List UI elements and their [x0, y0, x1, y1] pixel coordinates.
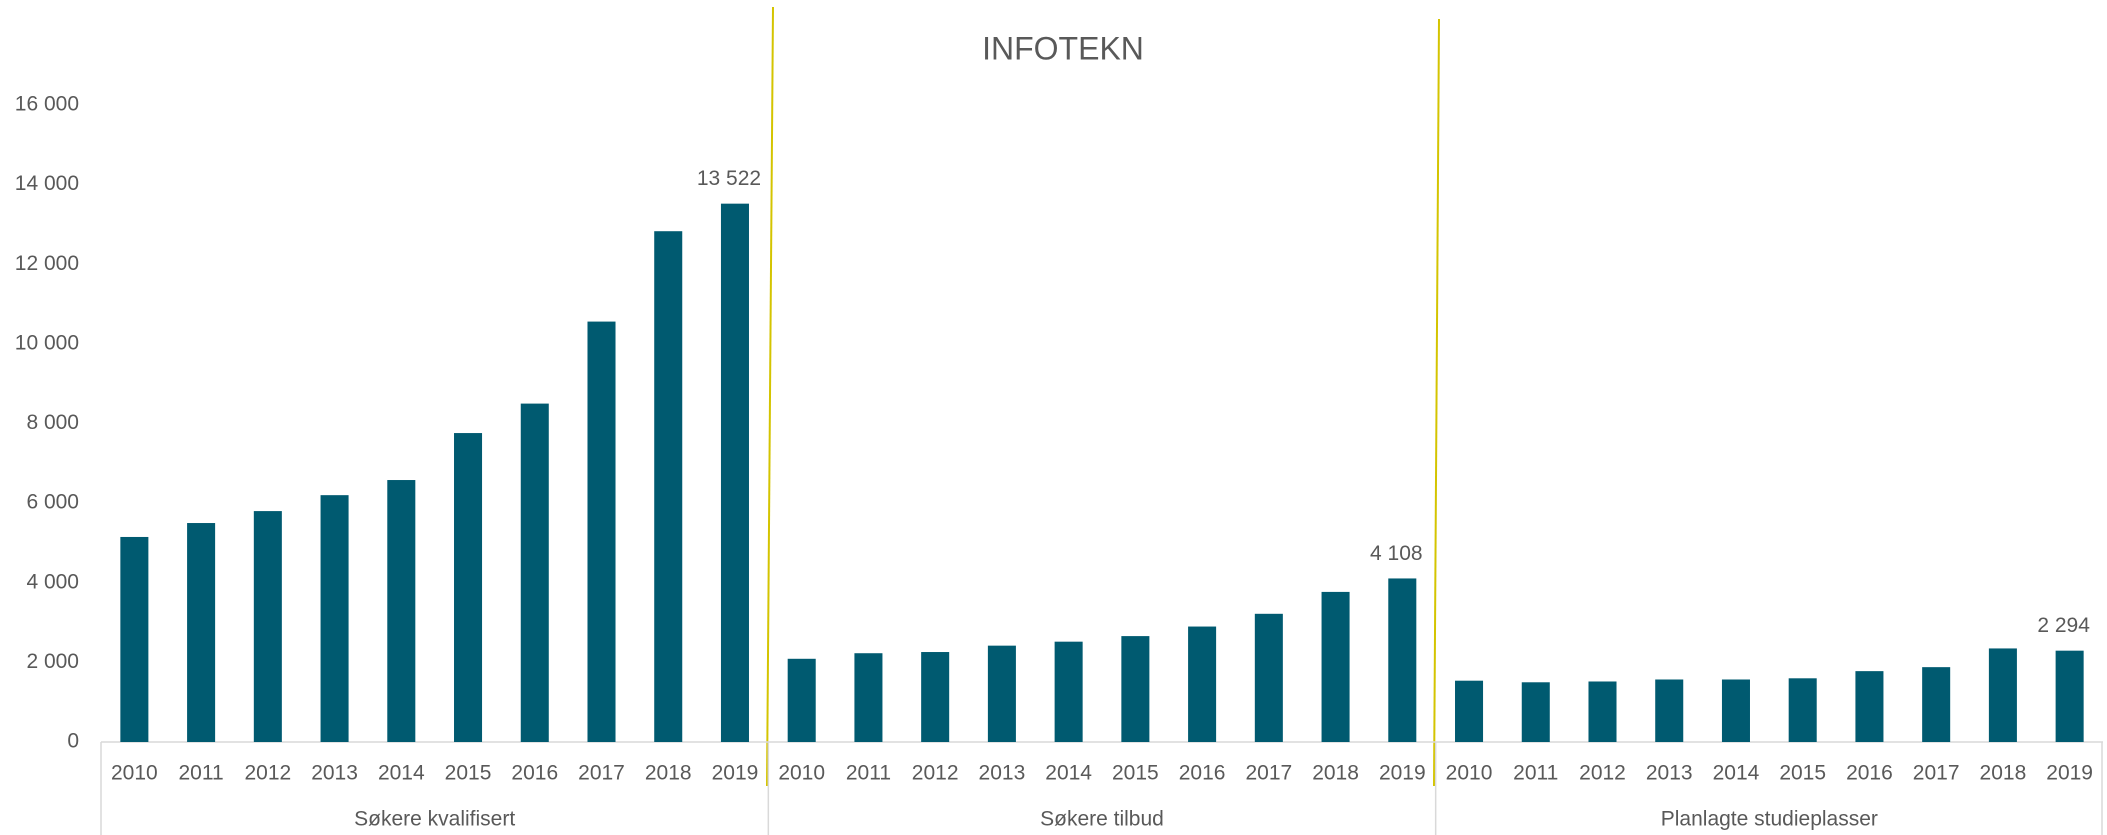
x-tick-label: 2013	[311, 762, 358, 785]
x-tick-label: 2011	[846, 762, 891, 785]
group-label: Planlagte studieplasser	[1661, 808, 1878, 831]
bar	[654, 231, 683, 742]
bar	[1455, 680, 1484, 742]
y-tick-label: 8 000	[26, 411, 79, 434]
x-tick-label: 2012	[1579, 762, 1626, 785]
x-tick-label: 2010	[111, 762, 158, 785]
bar	[187, 523, 216, 742]
bar	[120, 536, 149, 742]
x-tick-label: 2015	[1779, 762, 1826, 785]
x-tick-label: 2017	[578, 762, 625, 785]
x-tick-label: 2015	[1112, 762, 1159, 785]
x-tick-label: 2011	[1513, 762, 1558, 785]
bar	[921, 652, 950, 742]
x-tick-label: 2010	[1446, 762, 1493, 785]
data-label: 13 522	[697, 167, 761, 190]
bar	[1054, 641, 1083, 742]
y-tick-label: 4 000	[26, 570, 79, 593]
y-tick-label: 14 000	[15, 172, 79, 195]
separator	[1433, 18, 1440, 787]
bar	[1188, 626, 1217, 742]
bar	[1254, 613, 1283, 742]
group-label: Søkere tilbud	[1040, 808, 1164, 831]
x-tick-label: 2012	[912, 762, 959, 785]
y-tick-label: 2 000	[26, 650, 79, 673]
bar	[320, 495, 349, 742]
x-tick-label: 2018	[1312, 762, 1359, 785]
data-label: 2 294	[2037, 614, 2090, 637]
bar	[854, 653, 883, 742]
x-tick-label: 2016	[1846, 762, 1893, 785]
bar	[1121, 636, 1150, 742]
chart-title: INFOTEKN	[982, 30, 1144, 66]
x-tick-label: 2010	[778, 762, 825, 785]
bar	[720, 203, 749, 742]
bar	[987, 645, 1016, 742]
x-tick-label: 2014	[1713, 762, 1760, 785]
bar	[387, 480, 416, 742]
x-tick-label: 2016	[511, 762, 558, 785]
x-tick-label: 2016	[1179, 762, 1226, 785]
x-tick-label: 2013	[1646, 762, 1693, 785]
x-tick-label: 2018	[1980, 762, 2027, 785]
x-tick-label: 2018	[645, 762, 692, 785]
separator	[766, 6, 774, 787]
y-tick-label: 6 000	[26, 491, 79, 514]
x-tick-label: 2011	[179, 762, 224, 785]
y-tick-label: 0	[67, 730, 79, 753]
y-tick-label: 16 000	[15, 93, 79, 116]
x-tick-label: 2019	[712, 762, 759, 785]
y-tick-label: 10 000	[15, 331, 79, 354]
bar	[454, 433, 483, 742]
x-tick-label: 2014	[1045, 762, 1092, 785]
bar	[1922, 667, 1951, 742]
bar	[1855, 671, 1884, 742]
x-tick-label: 2019	[2046, 762, 2093, 785]
bar	[520, 403, 549, 742]
x-tick-label: 2013	[979, 762, 1026, 785]
x-tick-label: 2014	[378, 762, 425, 785]
y-tick-label: 12 000	[15, 252, 79, 275]
data-label: 4 108	[1370, 542, 1423, 565]
bar	[787, 658, 816, 742]
bar	[1521, 682, 1550, 742]
bar	[587, 321, 616, 742]
bar	[1988, 648, 2017, 742]
bar	[2055, 650, 2084, 742]
bar	[253, 511, 282, 742]
bar	[1788, 678, 1817, 742]
bar	[1655, 679, 1684, 742]
x-tick-label: 2015	[445, 762, 492, 785]
x-tick-label: 2017	[1245, 762, 1292, 785]
x-tick-label: 2017	[1913, 762, 1960, 785]
bar	[1721, 679, 1750, 742]
bar	[1321, 591, 1350, 742]
x-tick-label: 2019	[1379, 762, 1426, 785]
x-tick-label: 2012	[244, 762, 291, 785]
group-label: Søkere kvalifisert	[354, 808, 515, 831]
bar	[1588, 681, 1617, 742]
bar	[1388, 578, 1417, 742]
